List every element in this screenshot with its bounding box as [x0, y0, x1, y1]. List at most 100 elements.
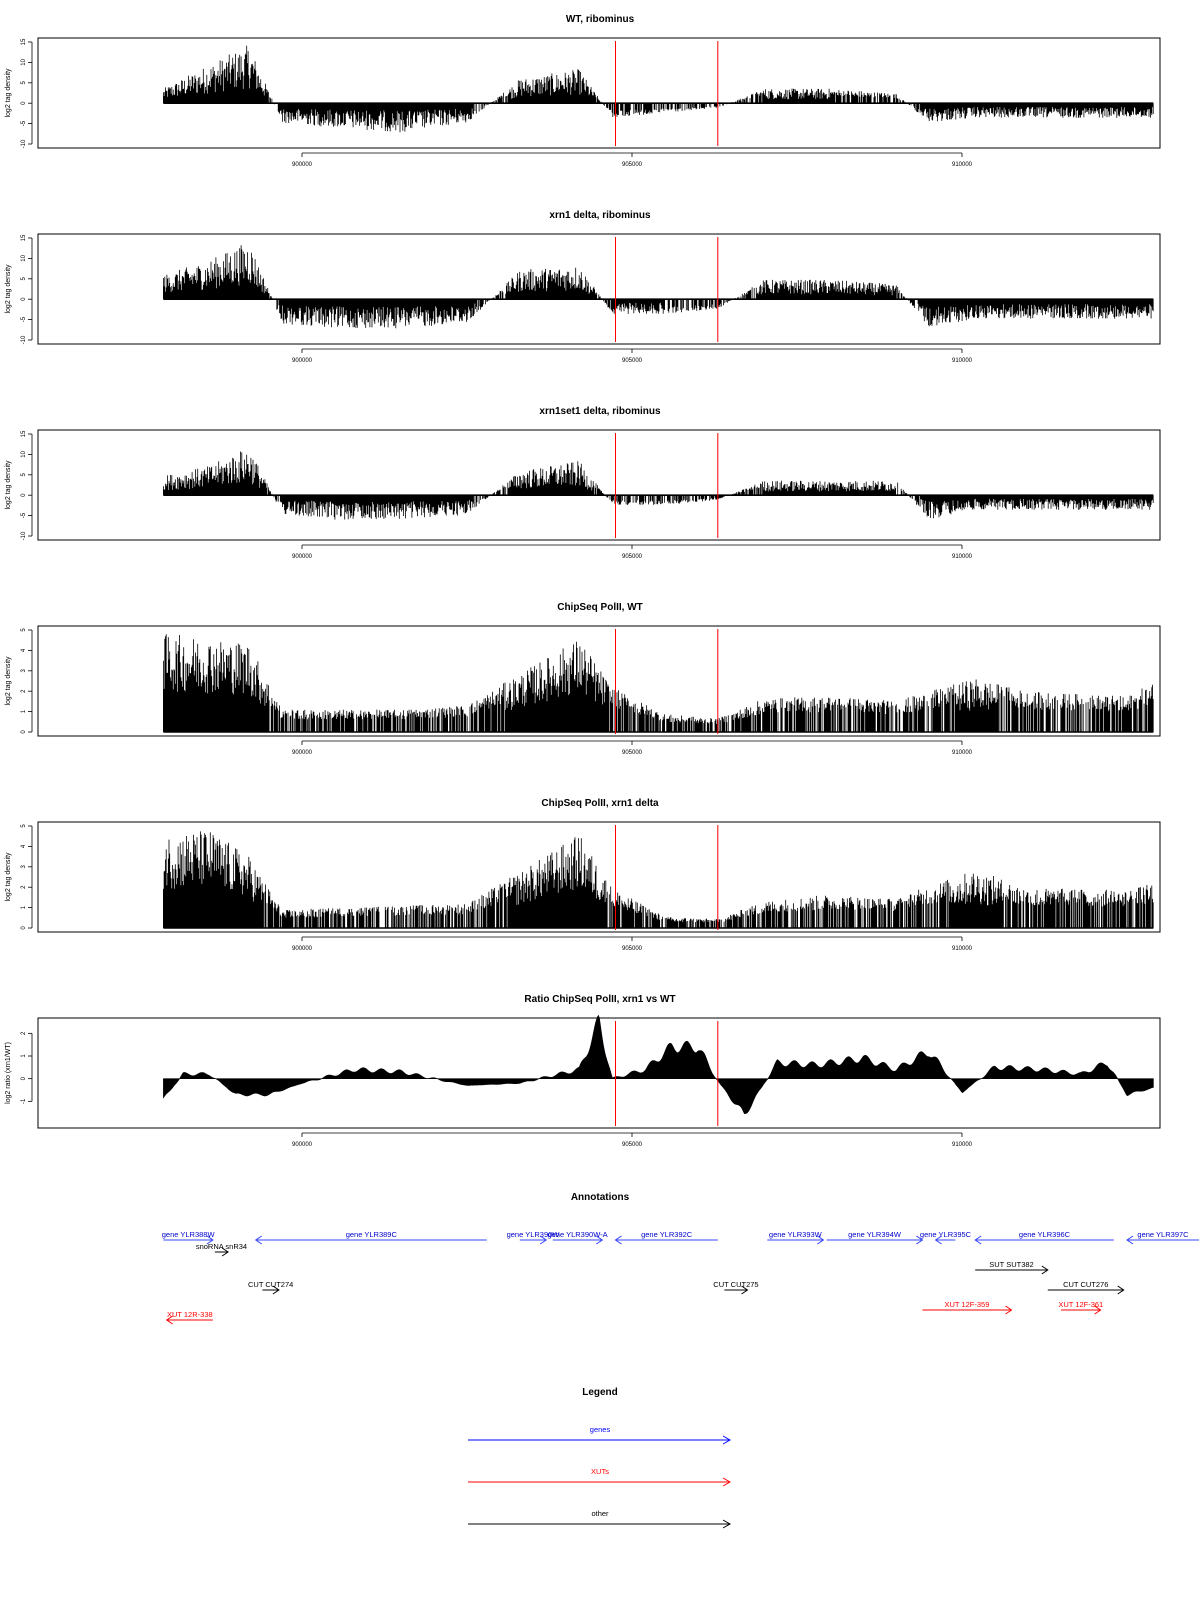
y-axis-label: log2 tag density — [5, 460, 12, 510]
annotation-label: XUT 12F-361 — [1058, 1300, 1103, 1309]
signal-trace — [163, 45, 1154, 133]
x-tick-label: 905000 — [622, 1142, 643, 1148]
annotation-feature: gene YLR392C — [614, 1230, 718, 1245]
y-tick-label: 0 — [21, 1076, 27, 1080]
legend-item: genes — [468, 1425, 732, 1445]
annotation-label: gene YLR393W — [769, 1230, 823, 1239]
arrow-head-icon — [1126, 1235, 1134, 1245]
plot-frame — [37, 233, 1161, 345]
x-tick-label: 900000 — [292, 358, 313, 364]
legend-panel: Legend genes XUTs other — [468, 1387, 732, 1529]
signal-trace — [163, 245, 1154, 329]
arrow-head-icon — [722, 1477, 732, 1487]
x-tick-label: 900000 — [292, 162, 313, 168]
annotation-label: snoRNA snR34 — [196, 1242, 247, 1251]
arrow-head-icon — [916, 1235, 924, 1245]
chart-title: WT, ribominus — [566, 14, 635, 25]
y-tick-label: 1 — [21, 709, 27, 713]
chart-panel-6: Ratio ChipSeq PolII, xrn1 vs WT -1 0 1 2 log2… — [5, 994, 1161, 1148]
arrow-head-icon — [221, 1247, 229, 1257]
annotation-feature: gene YLR395C — [920, 1230, 972, 1245]
annotation-label: gene YLR390W-A — [547, 1230, 607, 1239]
annotation-feature: gene YLR388W — [162, 1230, 215, 1245]
annotation-feature: XUT 12F-361 — [1058, 1300, 1103, 1315]
chart-panel-1: WT, ribominus -10 -5 0 5 10 15 log2 tag density… — [5, 14, 1161, 168]
annotation-feature: XUT 12F-359 — [922, 1300, 1013, 1315]
annotation-feature: gene YLR390W — [507, 1230, 560, 1245]
arrow-head-icon — [1117, 1285, 1125, 1295]
chart-title: Ratio ChipSeq PolII, xrn1 vs WT — [524, 994, 675, 1005]
signal-trace — [163, 831, 1154, 928]
plot-frame — [37, 625, 1161, 737]
annotation-feature: CUT CUT276 — [1047, 1280, 1125, 1295]
chart-panel-3: xrn1set1 delta, ribominus -10 -5 0 5 10 15 log2… — [5, 406, 1161, 560]
x-tick-label: 900000 — [292, 554, 313, 560]
legend-label: other — [591, 1509, 609, 1518]
y-tick-label: -10 — [21, 335, 27, 344]
x-tick-label: 900000 — [292, 946, 313, 952]
y-tick-label: 15 — [21, 38, 27, 45]
arrow-head-icon — [934, 1235, 942, 1245]
x-tick-label: 910000 — [952, 162, 973, 168]
arrow-head-icon — [614, 1235, 622, 1245]
arrow-head-icon — [1005, 1305, 1013, 1315]
chart-panel-4: ChipSeq PolII, WT 0 1 2 3 4 5 log2 tag density 9… — [5, 602, 1161, 756]
x-tick-label: 910000 — [952, 358, 973, 364]
chart-title: xrn1set1 delta, ribominus — [539, 406, 661, 417]
y-tick-label: 0 — [21, 493, 27, 497]
y-tick-label: 10 — [21, 58, 27, 65]
arrow-head-icon — [741, 1285, 749, 1295]
annotation-label: gene YLR394W — [848, 1230, 902, 1239]
signal-trace — [163, 634, 1154, 732]
annotations-panel: Annotations gene YLR388W gene YLR389C gene … — [162, 1192, 1199, 1325]
y-tick-label: 0 — [21, 926, 27, 930]
chart-title: xrn1 delta, ribominus — [549, 210, 651, 221]
y-tick-label: 1 — [21, 1054, 27, 1058]
annotation-label: gene YLR395C — [920, 1230, 972, 1239]
y-tick-label: -10 — [21, 139, 27, 148]
arrow-head-icon — [974, 1235, 982, 1245]
y-tick-label: 4 — [21, 844, 27, 848]
annotation-label: gene YLR396C — [1019, 1230, 1071, 1239]
y-tick-label: 10 — [21, 450, 27, 457]
legend-label: XUTs — [591, 1467, 609, 1476]
x-tick-label: 910000 — [952, 946, 973, 952]
annotation-feature: XUT 12R-338 — [165, 1310, 213, 1325]
annotation-feature: gene YLR393W — [767, 1230, 825, 1245]
arrow-head-icon — [817, 1235, 825, 1245]
arrow-head-icon — [1094, 1305, 1102, 1315]
arrow-head-icon — [272, 1285, 280, 1295]
annotation-feature: gene YLR389C — [254, 1230, 487, 1245]
y-tick-label: -5 — [21, 120, 27, 126]
y-tick-label: 0 — [21, 730, 27, 734]
y-tick-label: 1 — [21, 905, 27, 909]
ratio-area — [163, 1014, 1154, 1115]
arrow-head-icon — [539, 1235, 548, 1245]
chart-panel-5: ChipSeq PolII, xrn1 delta 0 1 2 3 4 5 log2 tag … — [5, 798, 1161, 952]
arrow-head-icon — [722, 1435, 732, 1445]
chart-title: ChipSeq PolII, WT — [557, 602, 643, 613]
x-tick-label: 900000 — [292, 750, 313, 756]
x-tick-label: 900000 — [292, 1142, 313, 1148]
y-tick-label: 15 — [21, 234, 27, 241]
y-tick-label: 4 — [21, 648, 27, 652]
annotation-feature: SUT SUT382 — [975, 1260, 1049, 1275]
chart-title: ChipSeq PolII, xrn1 delta — [541, 798, 659, 809]
x-tick-label: 905000 — [622, 946, 643, 952]
signal-bars — [163, 831, 1154, 928]
signal-trace — [163, 451, 1154, 520]
arrow-head-icon — [254, 1235, 263, 1245]
annotation-label: gene YLR392C — [641, 1230, 693, 1239]
x-tick-label: 910000 — [952, 554, 973, 560]
arrow-head-icon — [1041, 1265, 1049, 1275]
legend-label: genes — [590, 1425, 611, 1434]
y-tick-label: 10 — [21, 254, 27, 261]
y-tick-label: 5 — [21, 80, 27, 84]
y-axis-label: log2 tag density — [5, 656, 12, 706]
legend-item: XUTs — [468, 1467, 732, 1487]
y-tick-label: 0 — [21, 297, 27, 301]
signal-trace — [163, 1014, 1154, 1115]
plot-frame — [37, 821, 1161, 933]
x-tick-label: 910000 — [952, 1142, 973, 1148]
